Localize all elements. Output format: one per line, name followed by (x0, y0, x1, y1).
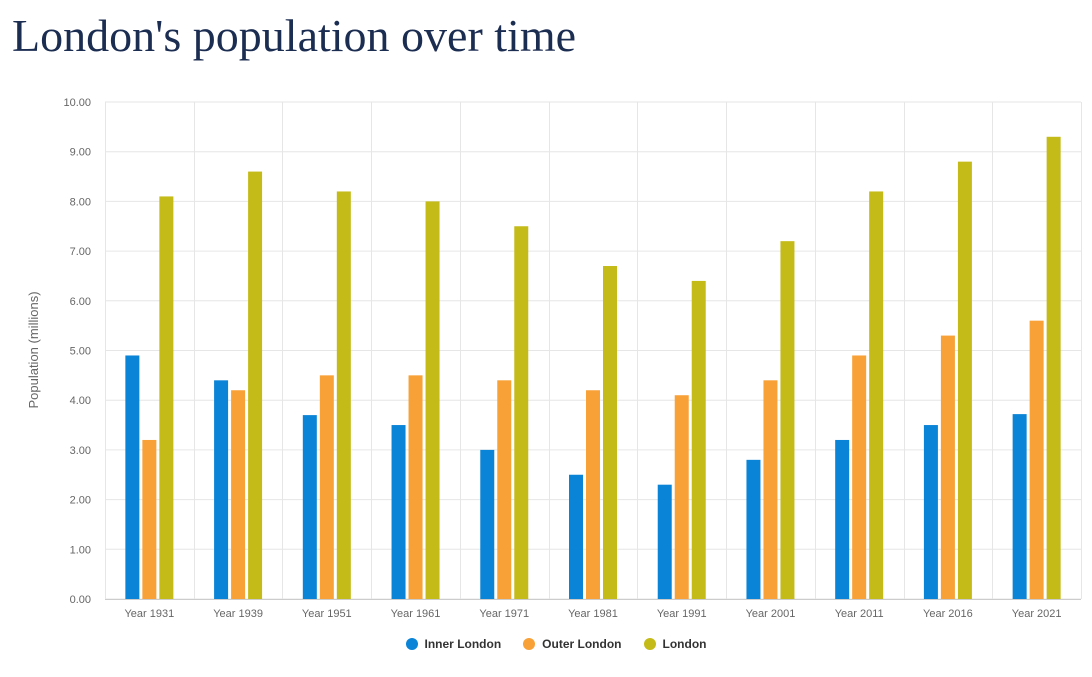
bar-inner-london[interactable]: Year 1951 — Inner London: 3.7 (302, 415, 317, 599)
x-tick-label: Year 1991 (657, 608, 707, 620)
bar-inner-london[interactable]: Year 1991 — Inner London: 2.3 (657, 484, 672, 599)
bar-london[interactable]: Year 1939 — London: 8.6 (248, 171, 263, 599)
bar-london[interactable]: Year 1991 — London: 6.4 (691, 280, 706, 599)
legend-label: London (662, 637, 707, 651)
bar-inner-london[interactable]: Year 2011 — Inner London: 3.2 (835, 439, 850, 599)
y-tick-label: 0.00 (70, 594, 91, 606)
bar-outer-london[interactable]: Year 2016 — Outer London: 5.3 (940, 335, 955, 599)
gridlines (105, 101, 1082, 600)
bar-inner-london[interactable]: Year 1981 — Inner London: 2.5 (569, 474, 583, 599)
legend-label: Outer London (542, 637, 622, 651)
x-tick-label: Year 1951 (302, 608, 352, 620)
y-tick-label: 8.00 (70, 196, 91, 208)
bar-london[interactable]: Year 1961 — London: 8 (425, 201, 440, 599)
x-tick-label: Year 2001 (746, 608, 796, 620)
x-tick-label: Year 1981 (568, 608, 618, 620)
bar-inner-london[interactable]: Year 1931 — Inner London: 4.9 (125, 355, 140, 599)
bar-london[interactable]: Year 1981 — London: 6.7 (603, 266, 617, 599)
page-title: London's population over time (12, 10, 577, 61)
bar-outer-london[interactable]: Year 1939 — Outer London: 4.2 (231, 390, 246, 599)
x-tick-label: Year 1961 (391, 608, 441, 620)
bar-outer-london[interactable]: Year 2001 — Outer London: 4.4 (763, 380, 778, 599)
y-tick-label: 10.00 (63, 97, 91, 109)
x-tick-label: Year 2011 (835, 608, 884, 620)
y-tick-label: 5.00 (70, 346, 91, 358)
legend-item-london[interactable]: London (643, 632, 707, 656)
x-tick-label: Year 2016 (923, 608, 973, 620)
bar-london[interactable]: Year 2021 — London: 9.3 (1046, 136, 1061, 600)
bar-outer-london[interactable]: Year 1951 — Outer London: 4.5 (319, 375, 334, 599)
bar-london[interactable]: Year 2001 — London: 7.2 (780, 241, 795, 599)
bar-inner-london[interactable]: Year 2021 — Inner London: 3.72 (1012, 414, 1027, 599)
bar-inner-london[interactable]: Year 2001 — Inner London: 2.8 (746, 459, 761, 599)
y-axis-ticks: 0.00 1.00 2.00 3.00 4.00 5.00 6.00 7.00 8.00 9.00… (63, 97, 91, 606)
legend-marker-outer-london (523, 638, 536, 650)
x-tick-label: Year 1931 (124, 608, 174, 620)
y-axis-title: Population (millions) (26, 291, 41, 408)
bar-outer-london[interactable]: Year 1991 — Outer London: 4.1 (674, 395, 689, 599)
bar-outer-london[interactable]: Year 2021 — Outer London: 5.6 (1029, 320, 1044, 599)
bar-outer-london[interactable]: Year 2011 — Outer London: 4.9 (852, 355, 867, 599)
y-tick-label: 3.00 (70, 445, 91, 457)
bar-london[interactable]: Year 2011 — London: 8.2 (869, 191, 884, 599)
x-tick-label: Year 1939 (213, 608, 263, 620)
bar-outer-london[interactable]: Year 1981 — Outer London: 4.2 (586, 390, 600, 599)
bar-outer-london[interactable]: Year 1931 — Outer London: 3.2 (142, 439, 157, 599)
bar-london[interactable]: Year 1971 — London: 7.5 (514, 226, 529, 599)
bar-inner-london[interactable]: Year 1939 — Inner London: 4.4 (214, 380, 229, 599)
bar-outer-london[interactable]: Year 1961 — Outer London: 4.5 (408, 375, 423, 599)
legend-marker-inner-london (405, 638, 418, 650)
bar-outer-london[interactable]: Year 1971 — Outer London: 4.4 (497, 380, 512, 599)
y-tick-label: 7.00 (70, 246, 91, 258)
x-tick-label: Year 2021 (1012, 608, 1062, 620)
bar-inner-london[interactable]: Year 1961 — Inner London: 3.5 (391, 425, 406, 599)
bar-inner-london[interactable]: Year 2016 — Inner London: 3.5 (923, 425, 938, 599)
legend-label: Inner London (424, 637, 502, 651)
legend-marker-london (643, 638, 656, 650)
y-tick-label: 2.00 (70, 495, 91, 507)
bar-inner-london[interactable]: Year 1971 — Inner London: 3 (480, 449, 495, 599)
legend-item-inner-london[interactable]: Inner London (405, 632, 502, 656)
y-tick-label: 1.00 (70, 544, 91, 556)
x-tick-label: Year 1971 (479, 608, 529, 620)
y-tick-label: 4.00 (70, 395, 91, 407)
bar-london[interactable]: Year 1931 — London: 8.1 (159, 196, 174, 599)
y-tick-label: 6.00 (70, 296, 91, 308)
bar-london[interactable]: Year 2016 — London: 8.8 (957, 161, 972, 599)
legend-item-outer-london[interactable]: Outer London (523, 632, 622, 656)
legend: Inner London Outer London London (0, 632, 1092, 656)
y-tick-label: 9.00 (70, 147, 91, 159)
bar-london[interactable]: Year 1951 — London: 8.2 (336, 191, 351, 599)
x-axis-ticks: Year 1931 Year 1939 Year 1951 Year 1961 Year… (124, 608, 1061, 620)
